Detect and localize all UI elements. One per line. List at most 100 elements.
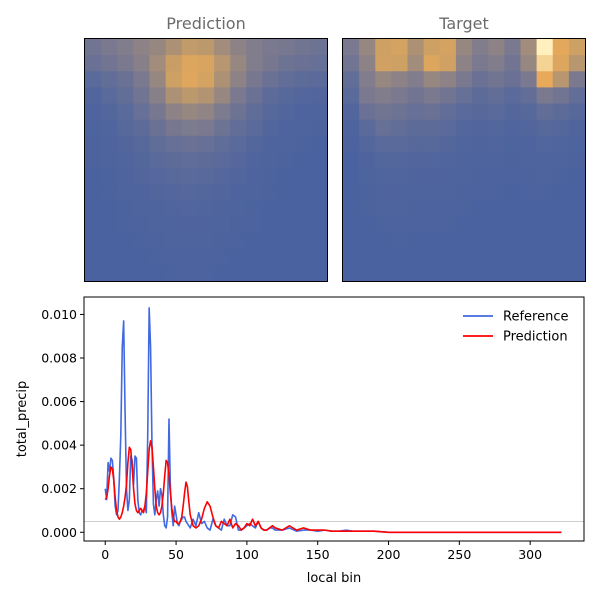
prediction-heatmap-cell-2-4 — [149, 71, 167, 88]
target-heatmap-cell-2-9 — [488, 71, 505, 88]
target-heatmap-cell-13-13 — [552, 248, 570, 266]
target-heatmap-cell-9-5 — [423, 184, 441, 201]
target-heatmap-cell-10-3 — [391, 200, 409, 218]
prediction-heatmap-cell-1-2 — [117, 55, 134, 72]
target-heatmap-cell-10-4 — [407, 200, 425, 218]
x-tick-label: 200 — [377, 547, 401, 562]
target-heatmap-cell-10-10 — [504, 200, 522, 218]
prediction-heatmap-cell-7-8 — [214, 151, 231, 169]
target-heatmap-cell-8-10 — [504, 168, 522, 185]
prediction-heatmap-cell-7-1 — [101, 151, 118, 169]
prediction-heatmap-cell-5-7 — [197, 119, 215, 137]
series-line-prediction — [104, 439, 562, 534]
target-heatmap-cell-5-7 — [455, 119, 473, 137]
prediction-heatmap-cell-1-13 — [294, 55, 312, 72]
target-heatmap-cell-8-0 — [343, 168, 360, 185]
prediction-heatmap-cell-0-0 — [85, 39, 102, 56]
prediction-heatmap-cell-4-4 — [149, 103, 167, 121]
target-heatmap-cell-12-4 — [407, 232, 425, 250]
prediction-heatmap-cell-2-5 — [165, 71, 183, 88]
prediction-heatmap-cell-10-10 — [246, 200, 264, 218]
target-heatmap-cell-14-11 — [520, 264, 538, 281]
prediction-heatmap-cell-1-3 — [133, 55, 151, 72]
target-heatmap-cell-12-14 — [568, 232, 585, 250]
target-heatmap-cell-8-9 — [488, 168, 505, 185]
prediction-heatmap-cell-12-13 — [294, 232, 312, 250]
prediction-heatmap-cell-8-9 — [230, 168, 247, 185]
prediction-heatmap-cell-13-11 — [262, 248, 280, 266]
prediction-heatmap-cell-4-13 — [294, 103, 312, 121]
prediction-heatmap-cell-10-8 — [214, 200, 231, 218]
prediction-heatmap-cell-11-2 — [117, 216, 134, 234]
target-heatmap-cell-3-6 — [439, 87, 457, 105]
plot-frame: 0 50 100 150 200 250 300 0.000 0.002 0.004 0.006 0.… — [41, 296, 585, 562]
prediction-heatmap-cell-3-11 — [262, 87, 280, 105]
target-heatmap-cell-9-4 — [407, 184, 425, 201]
target-heatmap-cell-5-14 — [568, 119, 585, 137]
target-heatmap-cell-10-12 — [536, 200, 554, 218]
target-heatmap-cell-12-6 — [439, 232, 457, 250]
target-heatmap-cell-6-8 — [472, 135, 489, 153]
x-tick-label: 0 — [101, 547, 109, 562]
target-heatmap-cell-7-2 — [375, 151, 392, 169]
prediction-heatmap-cell-10-3 — [133, 200, 151, 218]
target-heatmap-cell-11-13 — [552, 216, 570, 234]
target-heatmap-cell-11-0 — [343, 216, 360, 234]
target-heatmap-cell-3-0 — [343, 87, 360, 105]
prediction-heatmap-cell-1-4 — [149, 55, 167, 72]
prediction-heatmap-cell-2-2 — [117, 71, 134, 88]
target-heatmap-cell-14-7 — [455, 264, 473, 281]
target-heatmap-cell-10-6 — [439, 200, 457, 218]
prediction-heatmap-cell-1-8 — [214, 55, 231, 72]
prediction-heatmap-cell-12-9 — [230, 232, 247, 250]
target-heatmap-cell-3-12 — [536, 87, 554, 105]
prediction-heatmap-cell-4-5 — [165, 103, 183, 121]
prediction-heatmap-cell-8-6 — [181, 168, 199, 185]
target-heatmap-cell-12-9 — [488, 232, 505, 250]
target-heatmap-cell-14-13 — [552, 264, 570, 281]
prediction-heatmap-cell-7-12 — [278, 151, 296, 169]
target-heatmap-cell-13-2 — [375, 248, 392, 266]
prediction-heatmap-cell-3-14 — [310, 87, 327, 105]
target-heatmap-cell-8-3 — [391, 168, 409, 185]
target-heatmap-cell-5-4 — [407, 119, 425, 137]
prediction-heatmap-cell-5-5 — [165, 119, 183, 137]
target-heatmap-cell-1-2 — [375, 55, 392, 72]
prediction-heatmap-cell-10-0 — [85, 200, 102, 218]
target-heatmap-cell-14-14 — [568, 264, 585, 281]
prediction-heatmap-cell-7-6 — [181, 151, 199, 169]
target-heatmap-cell-0-3 — [391, 39, 409, 56]
target-heatmap-cell-4-10 — [504, 103, 522, 121]
y-tick-label: 0.006 — [41, 394, 77, 409]
x-tick-label: 100 — [235, 547, 259, 562]
target-heatmap-cell-1-13 — [552, 55, 570, 72]
target-heatmap-cell-5-12 — [536, 119, 554, 137]
prediction-heatmap-cell-12-0 — [85, 232, 102, 250]
prediction-heatmap-cell-6-1 — [101, 135, 118, 153]
target-heatmap-cell-5-1 — [359, 119, 376, 137]
prediction-heatmap-cell-12-4 — [149, 232, 167, 250]
target-heatmap-cell-9-6 — [439, 184, 457, 201]
prediction-heatmap-cell-0-5 — [165, 39, 183, 56]
target-heatmap-cell-8-6 — [439, 168, 457, 185]
prediction-heatmap-cell-3-3 — [133, 87, 151, 105]
target-heatmap-cell-2-12 — [536, 71, 554, 88]
prediction-heatmap-cell-13-9 — [230, 248, 247, 266]
target-heatmap-cell-6-12 — [536, 135, 554, 153]
target-heatmap-cell-14-8 — [472, 264, 489, 281]
target-heatmap-cell-2-3 — [391, 71, 409, 88]
prediction-heatmap-cell-13-3 — [133, 248, 151, 266]
target-heatmap-cell-9-14 — [568, 184, 585, 201]
prediction-heatmap-cell-6-9 — [230, 135, 247, 153]
target-heatmap-cell-6-4 — [407, 135, 425, 153]
target-heatmap-cell-11-3 — [391, 216, 409, 234]
series-line-reference — [104, 307, 562, 534]
prediction-heatmap-cell-6-14 — [310, 135, 327, 153]
prediction-heatmap-cell-9-0 — [85, 184, 102, 201]
prediction-heatmap-cell-13-1 — [101, 248, 118, 266]
prediction-heatmap-cell-0-8 — [214, 39, 231, 56]
prediction-heatmap-cell-13-10 — [246, 248, 264, 266]
target-heatmap-cell-6-7 — [455, 135, 473, 153]
prediction-heatmap-cell-8-14 — [310, 168, 327, 185]
prediction-heatmap-cell-1-12 — [278, 55, 296, 72]
